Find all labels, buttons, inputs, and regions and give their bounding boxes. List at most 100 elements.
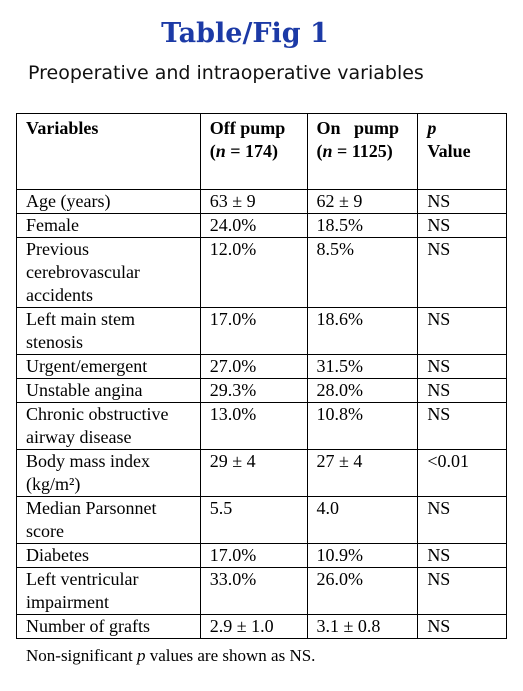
value-cell: 3.1 ± 0.8 [306,614,419,639]
value-cell: 27.0% [199,354,308,379]
value-cell: NS [417,496,507,544]
text: = 174) [225,141,278,161]
variable-line: airway disease [26,427,132,447]
header-row: Variables Off pump (n = 174) On pump (n = 11… [16,113,507,190]
variable-cell: Chronic obstructive airway disease [16,402,201,450]
variable-cell: Left ventricular impairment [16,567,201,615]
variable-cell: Median Parsonnet score [16,496,201,544]
table-row: Unstable angina 29.3% 28.0% NS [16,378,507,403]
value-cell: 10.8% [306,402,419,450]
variable-line: Unstable angina [26,380,143,400]
table-row: Female 24.0% 18.5% NS [16,213,507,238]
text: Variables [26,118,99,138]
value-cell: 29.3% [199,378,308,403]
table-row: Number of grafts 2.9 ± 1.0 3.1 ± 0.8 NS [16,614,507,639]
value-cell: 27 ± 4 [306,449,419,497]
table-row: Left ventricular impairment 33.0% 26.0% NS [16,567,507,615]
title: Table/Fig 1 [161,18,329,49]
italic-text: n [322,141,333,161]
text: = 1125) [332,141,393,161]
variable-cell: Unstable angina [16,378,201,403]
value-cell: 29 ± 4 [199,449,308,497]
subtitle: Preoperative and intraoperative variable… [28,62,424,84]
text: ( [316,141,323,161]
variable-cell: Age (years) [16,189,201,214]
value-cell: 8.5% [306,237,419,308]
value-cell: NS [417,378,507,403]
variable-line: Previous [26,239,89,259]
value-cell: 2.9 ± 1.0 [199,614,308,639]
value-cell: 10.9% [306,543,419,568]
value-cell: 26.0% [306,567,419,615]
value-cell: NS [417,189,507,214]
variable-line: Urgent/emergent [26,356,148,376]
table-row: Urgent/emergent 27.0% 31.5% NS [16,354,507,379]
value-cell: 5.5 [199,496,308,544]
variable-cell: Left main stem stenosis [16,307,201,355]
table-row: Body mass index (kg/m²) 29 ± 4 27 ± 4 <0.01 [16,449,507,497]
italic-text: p [136,646,146,665]
variable-line: stenosis [26,332,84,352]
header-line: Variables [26,117,200,140]
text: Off pump [209,118,286,138]
value-cell: 17.0% [199,543,308,568]
header-line: (n = 174) [210,140,307,163]
variable-line: Left ventricular [26,569,139,589]
variable-line: Female [26,215,79,235]
variable-line: (kg/m²) [26,474,81,494]
variable-line: accidents [26,285,93,305]
value-cell: 24.0% [199,213,308,238]
header-line: Value [427,140,506,163]
table-row: Diabetes 17.0% 10.9% NS [16,543,507,568]
variable-line: Chronic obstructive [26,404,169,424]
text: On pump [316,118,400,138]
variable-cell: Female [16,213,201,238]
header-cell: Off pump (n = 174) [199,113,308,190]
variable-line: impairment [26,592,109,612]
value-cell: NS [417,567,507,615]
value-cell: NS [417,402,507,450]
value-cell: 12.0% [199,237,308,308]
italic-text: p [427,118,437,138]
value-cell: 13.0% [199,402,308,450]
variable-cell: Urgent/emergent [16,354,201,379]
variable-cell: Body mass index (kg/m²) [16,449,201,497]
header-cell: On pump (n = 1125) [306,113,419,190]
variable-line: Left main stem [26,309,135,329]
text: ( [209,141,216,161]
value-cell: NS [417,354,507,379]
table-row: Median Parsonnet score 5.5 4.0 NS [16,496,507,544]
text: Value [427,141,471,161]
text: values are shown as NS. [145,646,316,665]
variable-line: Number of grafts [26,616,150,636]
variable-line: cerebrovascular [26,262,140,282]
variable-line: Body mass index [26,451,150,471]
variable-line: Median Parsonnet [26,498,157,518]
header-cell: Variables [16,113,201,190]
value-cell: 4.0 [306,496,419,544]
header-line: (n = 1125) [317,140,418,163]
table-body: Age (years) 63 ± 9 62 ± 9 NS Female 24.0% 18.5… [16,189,507,639]
value-cell: 63 ± 9 [199,189,308,214]
value-cell: 17.0% [199,307,308,355]
value-cell: 18.6% [306,307,419,355]
header-line: Off pump [210,117,307,140]
value-cell: NS [417,543,507,568]
value-cell: NS [417,213,507,238]
variable-cell: Diabetes [16,543,201,568]
variable-line: Age (years) [26,191,111,211]
variable-line: Diabetes [26,545,89,565]
value-cell: NS [417,307,507,355]
table-row: Chronic obstructive airway disease 13.0% 10… [16,402,507,450]
italic-text: n [215,141,226,161]
table-row: Left main stem stenosis 17.0% 18.6% NS [16,307,507,355]
value-cell: NS [417,237,507,308]
variable-cell: Previous cerebrovascular accidents [16,237,201,308]
value-cell: NS [417,614,507,639]
table-row: Previous cerebrovascular accidents 12.0% 8.5… [16,237,507,308]
variable-cell: Number of grafts [16,614,201,639]
value-cell: 33.0% [199,567,308,615]
header-line: On pump [317,117,418,140]
variable-line: score [26,521,64,541]
